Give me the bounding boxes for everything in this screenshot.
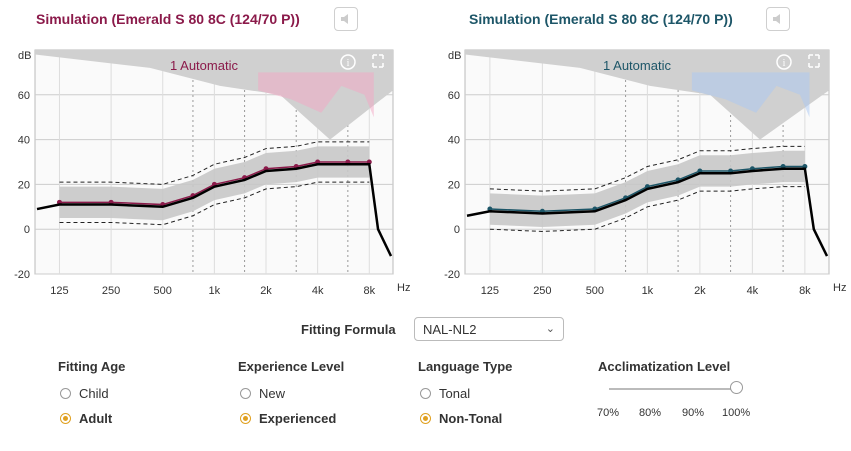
response-line <box>36 162 393 257</box>
x-unit-label: Hz <box>833 282 846 294</box>
x-unit-label: Hz <box>397 282 410 294</box>
x-tick-label: 125 <box>481 285 499 297</box>
x-tick-label: 500 <box>154 285 172 297</box>
y-tick-label: 0 <box>454 224 460 236</box>
acclimatization-tick: 80% <box>639 407 662 419</box>
fitting-age-adult-radio[interactable]: Adult <box>60 411 112 426</box>
right-gain-chart: dB 60 40 20 0 -20 125 250 500 1k 2k 4k 8k Hz 1 Automat… <box>444 49 846 297</box>
y-tick-label: 40 <box>18 135 30 147</box>
left-panel-title: Simulation (Emerald S 80 8C (124/70 P)) <box>36 11 300 27</box>
y-tick-label: 60 <box>448 90 460 102</box>
x-tick-label: 4k <box>312 285 324 297</box>
left-gain-chart: dB 60 40 20 0 -20 125 250 500 1k 2k 4k 8k Hz 1 Automat… <box>14 49 410 297</box>
x-tick-label: 1k <box>642 285 654 297</box>
y-tick-label: 0 <box>24 224 30 236</box>
x-tick-label: 1k <box>209 285 221 297</box>
x-tick-label: 500 <box>586 285 604 297</box>
info-icon <box>776 54 792 70</box>
acclimatization-tick: 70% <box>597 407 620 419</box>
x-tick-label: 250 <box>533 285 551 297</box>
fitting-age-title: Fitting Age <box>58 359 126 374</box>
expand-icon <box>372 54 384 68</box>
acclimatization-tick: 90% <box>682 407 705 419</box>
acclimatization-title: Acclimatization Level <box>598 359 731 374</box>
y-tick-label: -20 <box>14 269 30 281</box>
language-type-title: Language Type <box>418 359 513 374</box>
y-unit-label: dB <box>18 50 31 62</box>
speaker-icon <box>341 14 348 24</box>
lower-bound-line <box>489 186 805 232</box>
info-icon <box>340 54 356 70</box>
info-icon-glyph: i <box>783 58 786 69</box>
x-tick-label: 8k <box>799 285 811 297</box>
ucl-accent-area <box>258 72 374 118</box>
experience-level-title: Experience Level <box>238 359 345 374</box>
acclimatization-slider-thumb[interactable] <box>730 381 743 394</box>
speaker-icon <box>773 14 780 24</box>
y-tick-label: -20 <box>444 269 460 281</box>
ucl-accent-area <box>691 72 810 118</box>
acclimatization-tick: 100% <box>722 407 751 419</box>
language-non-tonal-radio[interactable]: Non-Tonal <box>420 411 502 426</box>
y-tick-label: 20 <box>448 179 460 191</box>
y-unit-label: dB <box>448 50 461 62</box>
response-line <box>466 167 829 257</box>
right-panel-title: Simulation (Emerald S 80 8C (124/70 P)) <box>469 11 733 27</box>
experience-new-radio[interactable]: New <box>240 386 285 401</box>
y-tick-label: 40 <box>448 135 460 147</box>
x-tick-label: 2k <box>694 285 706 297</box>
fitting-age-child-radio[interactable]: Child <box>60 386 109 401</box>
program-label: 1 Automatic <box>170 58 238 73</box>
left-speaker-button[interactable] <box>334 7 358 31</box>
info-icon-glyph: i <box>347 58 350 69</box>
x-tick-label: 4k <box>747 285 759 297</box>
chevron-down-icon: ⌄ <box>545 323 555 335</box>
upper-bound-line <box>59 141 370 185</box>
x-tick-label: 2k <box>260 285 272 297</box>
y-tick-label: 20 <box>18 179 30 191</box>
x-tick-label: 250 <box>102 285 120 297</box>
acclimatization-slider-track[interactable] <box>609 388 737 390</box>
right-speaker-button[interactable] <box>766 7 790 31</box>
experience-experienced-radio[interactable]: Experienced <box>240 411 336 426</box>
language-tonal-radio[interactable]: Tonal <box>420 386 470 401</box>
lower-bound-line <box>59 181 370 226</box>
fitting-formula-label: Fitting Formula <box>301 322 396 337</box>
x-tick-label: 125 <box>50 285 68 297</box>
fitting-formula-value: NAL-NL2 <box>423 322 477 337</box>
x-tick-label: 8k <box>363 285 375 297</box>
program-label: 1 Automatic <box>603 58 671 73</box>
upper-bound-line <box>489 145 805 192</box>
expand-icon <box>808 54 820 68</box>
y-tick-label: 60 <box>18 90 30 102</box>
fitting-formula-select[interactable]: NAL-NL2 ⌄ <box>414 317 564 341</box>
